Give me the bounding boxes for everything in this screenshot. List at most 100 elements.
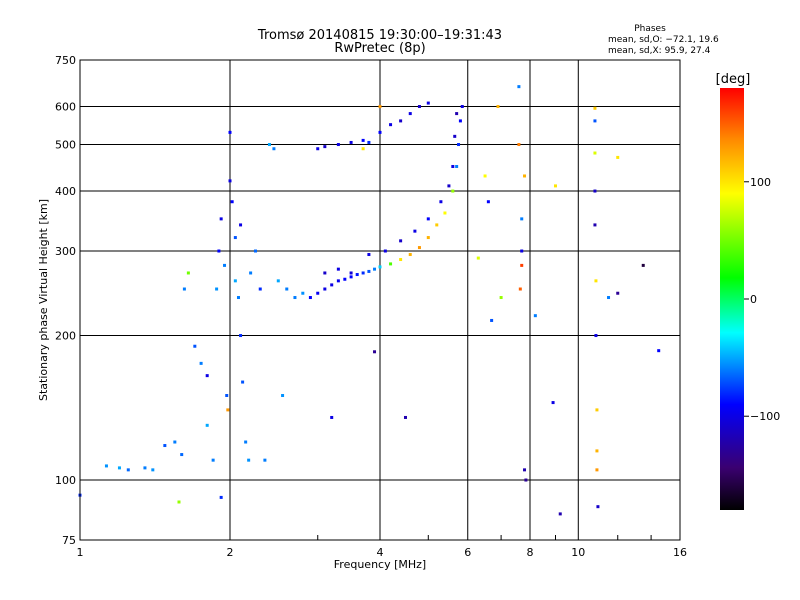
data-point — [451, 164, 455, 168]
data-point — [378, 105, 382, 109]
y-tick-label: 75 — [62, 534, 76, 547]
x-tick-label: 6 — [464, 546, 471, 559]
y-tick-label: 500 — [55, 139, 76, 152]
data-point — [330, 415, 334, 419]
data-point — [281, 394, 285, 398]
data-point — [330, 283, 334, 287]
data-point — [499, 296, 503, 300]
data-point — [378, 130, 382, 134]
data-point — [520, 249, 524, 253]
colorbar — [720, 88, 744, 510]
data-point — [151, 468, 155, 472]
data-point — [594, 334, 598, 338]
data-point — [233, 236, 237, 240]
data-point — [349, 275, 353, 279]
data-point — [490, 318, 494, 322]
data-point — [163, 444, 167, 448]
data-point — [520, 263, 524, 267]
data-point — [595, 408, 599, 412]
data-point — [182, 287, 186, 291]
data-point — [455, 164, 459, 168]
data-point — [126, 468, 130, 472]
data-point — [253, 249, 257, 253]
data-point — [226, 408, 230, 412]
x-tick-label: 2 — [227, 546, 234, 559]
data-point — [205, 423, 209, 427]
data-point — [426, 101, 430, 105]
data-point — [453, 134, 457, 138]
data-point — [104, 464, 108, 468]
data-point — [517, 85, 521, 89]
data-point — [455, 112, 459, 116]
data-point — [483, 174, 487, 178]
data-point — [323, 145, 327, 149]
data-point — [276, 279, 280, 283]
data-point — [244, 440, 248, 444]
y-axis-ticks: 75 100 200 300 400 500 600 750 — [55, 54, 76, 547]
data-point — [336, 267, 340, 271]
x-tick-label: 8 — [527, 546, 534, 559]
data-point — [323, 287, 327, 291]
y-tick-label: 200 — [55, 330, 76, 343]
grid-lines — [80, 60, 680, 540]
data-point — [523, 174, 527, 178]
data-point — [349, 140, 353, 144]
data-point — [417, 105, 421, 109]
data-point — [476, 256, 480, 260]
data-point — [403, 415, 407, 419]
data-point — [225, 394, 229, 398]
y-tick-label: 750 — [55, 54, 76, 67]
data-point — [460, 105, 464, 109]
data-point — [293, 296, 297, 300]
data-point — [230, 200, 234, 204]
data-point — [426, 236, 430, 240]
data-point — [486, 200, 490, 204]
y-tick-label: 400 — [55, 185, 76, 198]
data-point — [616, 155, 620, 159]
data-point — [389, 123, 393, 127]
data-point — [355, 273, 359, 277]
x-tick-label: 4 — [377, 546, 384, 559]
data-point — [447, 184, 451, 188]
data-point — [272, 147, 276, 151]
data-point — [399, 119, 403, 123]
colorbar-tick-label: 100 — [750, 176, 771, 189]
data-point — [524, 478, 528, 482]
data-point — [211, 458, 215, 462]
y-tick-label: 600 — [55, 101, 76, 114]
data-point — [553, 184, 557, 188]
data-points — [78, 85, 661, 516]
data-point — [517, 143, 521, 147]
data-point — [417, 246, 421, 250]
data-point — [217, 249, 221, 253]
data-point — [426, 217, 430, 221]
data-point — [616, 291, 620, 295]
data-point — [258, 287, 262, 291]
data-point — [236, 296, 240, 300]
y-tick-label: 100 — [55, 474, 76, 487]
data-point — [223, 263, 227, 267]
data-point — [228, 179, 232, 183]
colorbar-tick-label: 0 — [750, 293, 757, 306]
data-point — [451, 189, 455, 193]
data-point — [594, 279, 598, 283]
data-point — [247, 458, 251, 462]
data-point — [173, 440, 177, 444]
data-point — [199, 361, 203, 365]
data-point — [239, 334, 243, 338]
chart-title: Tromsø 20140815 19:30:00–19:31:43 — [257, 28, 502, 43]
data-point — [408, 112, 412, 116]
data-point — [193, 344, 197, 348]
data-point — [301, 291, 305, 295]
data-point — [117, 466, 121, 470]
x-tick-label: 10 — [571, 546, 585, 559]
data-point — [595, 449, 599, 453]
data-point — [367, 140, 371, 144]
data-point — [316, 147, 320, 151]
data-point — [233, 279, 237, 283]
data-point — [241, 380, 245, 384]
data-point — [518, 287, 522, 291]
y-tick-label: 300 — [55, 245, 76, 258]
data-point — [367, 253, 371, 257]
